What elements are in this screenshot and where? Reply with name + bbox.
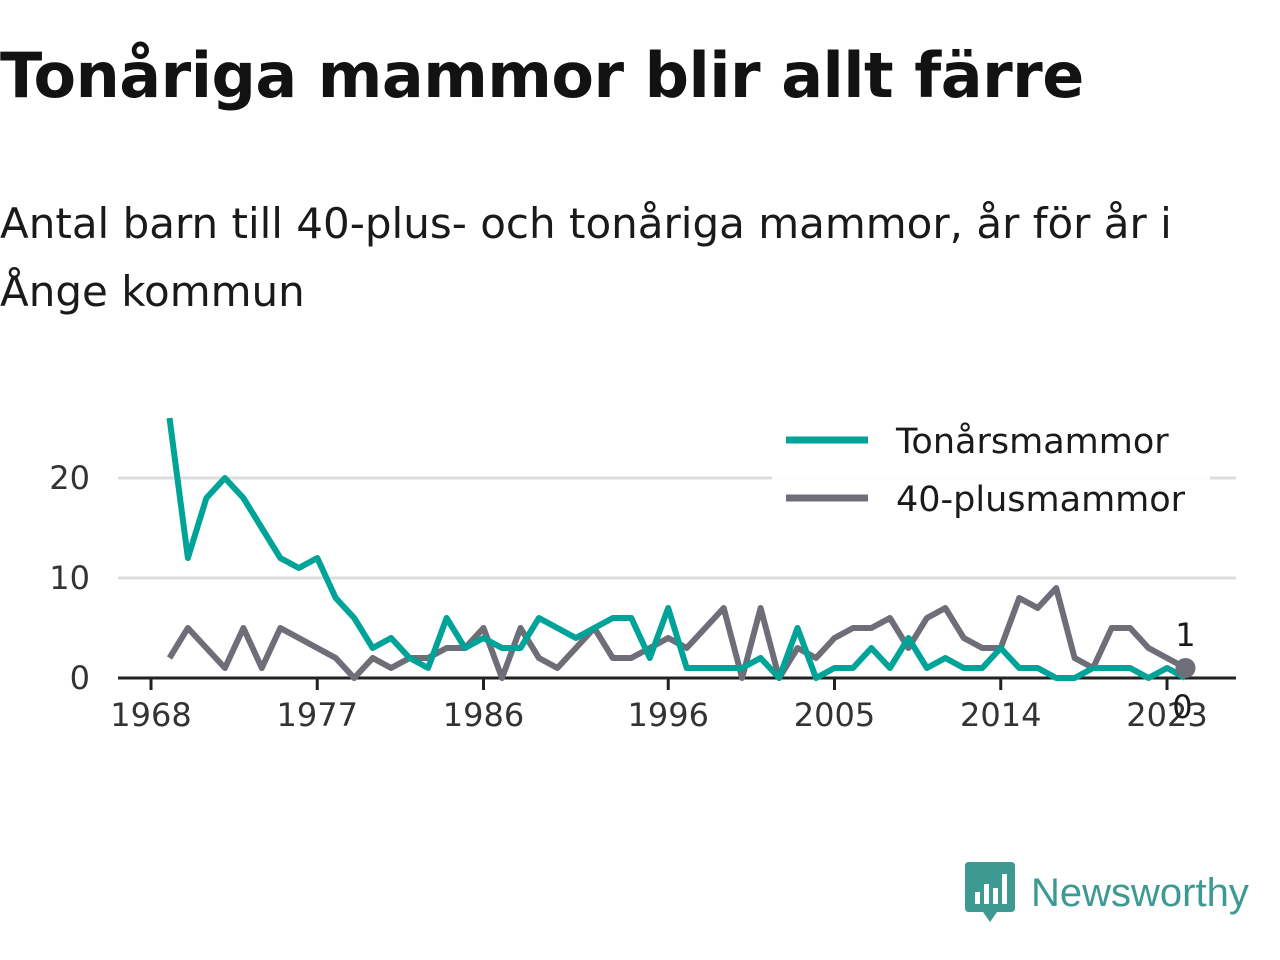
y-axis-ticks: 0 10 20 xyxy=(49,459,90,697)
y-tick-label: 20 xyxy=(49,459,90,497)
series-lines xyxy=(166,417,1187,681)
y-tick-label: 10 xyxy=(49,559,90,597)
brand-name: Newsworthy xyxy=(1031,870,1249,915)
chart-subtitle: Antal barn till 40-plus- och tonåriga ma… xyxy=(0,199,1172,316)
newsworthy-brand: Newsworthy xyxy=(965,862,1249,924)
x-tick-label: 2014 xyxy=(960,696,1041,734)
x-tick-label: 1986 xyxy=(443,696,524,734)
end-labels: 10 xyxy=(1172,616,1195,726)
x-tick-label: 1977 xyxy=(277,696,358,734)
x-tick-label: 1968 xyxy=(110,696,191,734)
x-tick-label: 2023 xyxy=(1126,696,1207,734)
end-point-40-plusmammor xyxy=(1175,658,1196,678)
legend: Tonårsmammor 40-plusmammor xyxy=(772,416,1210,534)
legend-label: 40-plusmammor xyxy=(896,480,1186,520)
legend-label: Tonårsmammor xyxy=(895,421,1169,462)
x-tick-label: 2005 xyxy=(794,696,875,734)
legend-background xyxy=(772,416,1210,534)
end-label-tonarsmammor: 0 xyxy=(1172,688,1192,726)
x-axis: 1968 1977 1986 1996 2005 2014 2023 xyxy=(110,676,1236,734)
y-tick-label: 0 xyxy=(70,659,90,697)
end-label-40-plusmammor: 1 xyxy=(1175,616,1195,654)
chart-title: Tonåriga mammor blir allt färre xyxy=(0,39,1084,112)
series-line-tonarsmammor xyxy=(166,417,1187,681)
newsworthy-logo-icon xyxy=(965,862,1015,922)
x-tick-label: 1996 xyxy=(628,696,709,734)
